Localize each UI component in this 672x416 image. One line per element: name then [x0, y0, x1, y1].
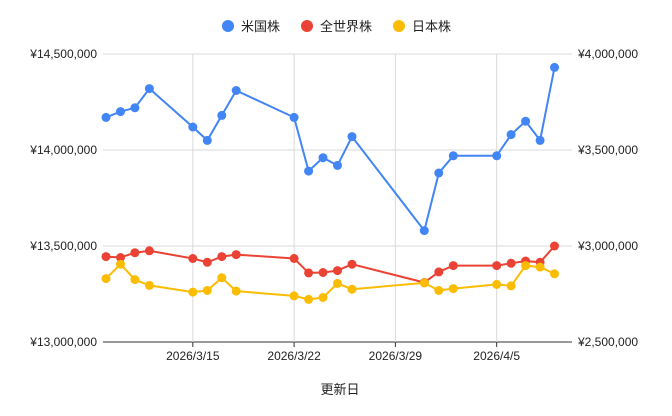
y-right-tick-label: ¥3,000,000	[577, 239, 638, 253]
data-point	[202, 257, 212, 267]
data-point	[506, 281, 516, 291]
data-point	[101, 252, 111, 262]
data-point	[535, 135, 545, 145]
y-left-tick-label: ¥13,500,000	[29, 239, 97, 253]
series-line	[105, 67, 556, 233]
data-point	[318, 293, 328, 302]
data-point	[304, 268, 314, 278]
data-point	[130, 248, 140, 258]
data-point	[130, 103, 140, 113]
data-point	[419, 278, 429, 288]
gridlines	[103, 53, 572, 343]
data-point	[506, 130, 516, 140]
data-point	[231, 250, 241, 260]
x-tick-label: 2026/4/5	[473, 349, 520, 363]
legend-label: 日本株	[412, 19, 451, 34]
series-layer	[101, 62, 559, 304]
data-point	[289, 112, 299, 122]
data-point	[116, 259, 125, 269]
data-point	[521, 261, 531, 271]
data-point	[116, 107, 125, 117]
series	[101, 259, 559, 304]
data-point	[231, 86, 241, 95]
data-point	[144, 280, 154, 290]
data-point	[550, 62, 559, 72]
data-point	[231, 286, 241, 296]
series-line	[105, 245, 556, 284]
data-point	[217, 252, 227, 262]
data-point	[434, 286, 444, 295]
y-left-tick-label: ¥13,000,000	[29, 335, 97, 349]
data-point	[289, 254, 299, 263]
data-point	[347, 259, 357, 269]
data-point	[188, 122, 198, 132]
legend-marker	[222, 20, 234, 32]
legend-marker	[301, 20, 313, 32]
data-point	[289, 291, 299, 301]
data-point	[144, 84, 154, 94]
y-right-tick-label: ¥4,000,000	[577, 47, 638, 61]
legend-label: 米国株	[241, 19, 280, 34]
legend-label: 全世界株	[320, 19, 372, 34]
series	[101, 241, 559, 287]
data-point	[101, 274, 111, 284]
data-point	[333, 266, 342, 276]
x-tick-label: 2026/3/15	[166, 349, 220, 363]
x-axis-title: 更新日	[320, 382, 359, 397]
data-point	[217, 110, 227, 120]
data-point	[448, 284, 458, 294]
x-axis: 2026/3/15 2026/3/22 2026/3/29 2026/4/5	[166, 342, 520, 363]
data-point	[550, 269, 559, 279]
data-point	[188, 254, 198, 263]
data-point	[492, 261, 502, 271]
data-point	[347, 132, 357, 142]
data-point	[318, 153, 328, 163]
data-point	[492, 151, 502, 161]
data-point	[304, 166, 314, 176]
y-axis-right: ¥2,500,000 ¥3,000,000 ¥3,500,000 ¥4,000,000	[577, 47, 638, 349]
y-right-tick-label: ¥3,500,000	[577, 143, 638, 157]
data-point	[217, 273, 227, 283]
series	[101, 62, 559, 236]
x-tick-label: 2026/3/22	[267, 349, 321, 363]
data-point	[333, 160, 342, 170]
data-point	[506, 258, 516, 268]
data-point	[202, 135, 212, 145]
y-left-tick-label: ¥14,500,000	[29, 47, 97, 61]
data-point	[492, 279, 502, 289]
data-point	[535, 262, 545, 272]
data-point	[304, 294, 314, 304]
data-point	[333, 278, 342, 288]
y-left-tick-label: ¥14,000,000	[29, 143, 97, 157]
data-point	[188, 287, 198, 297]
data-point	[521, 116, 531, 126]
series-line	[105, 262, 555, 301]
x-tick-label: 2026/3/29	[369, 349, 423, 363]
data-point	[448, 151, 458, 161]
data-point	[144, 246, 154, 256]
data-point	[116, 253, 125, 262]
legend: 米国株 全世界株 日本株	[222, 19, 451, 34]
legend-marker	[393, 20, 405, 32]
data-point	[101, 112, 111, 122]
data-point	[419, 226, 429, 236]
data-point	[347, 284, 357, 294]
data-point	[550, 241, 559, 251]
data-point	[318, 268, 328, 277]
data-point	[434, 168, 444, 178]
y-right-tick-label: ¥2,500,000	[577, 335, 638, 349]
y-axis-left: ¥13,000,000 ¥13,500,000 ¥14,000,000 ¥14,500…	[29, 47, 97, 349]
data-point	[448, 261, 458, 271]
data-point	[202, 286, 212, 295]
data-point	[130, 275, 140, 285]
data-point	[434, 267, 444, 277]
